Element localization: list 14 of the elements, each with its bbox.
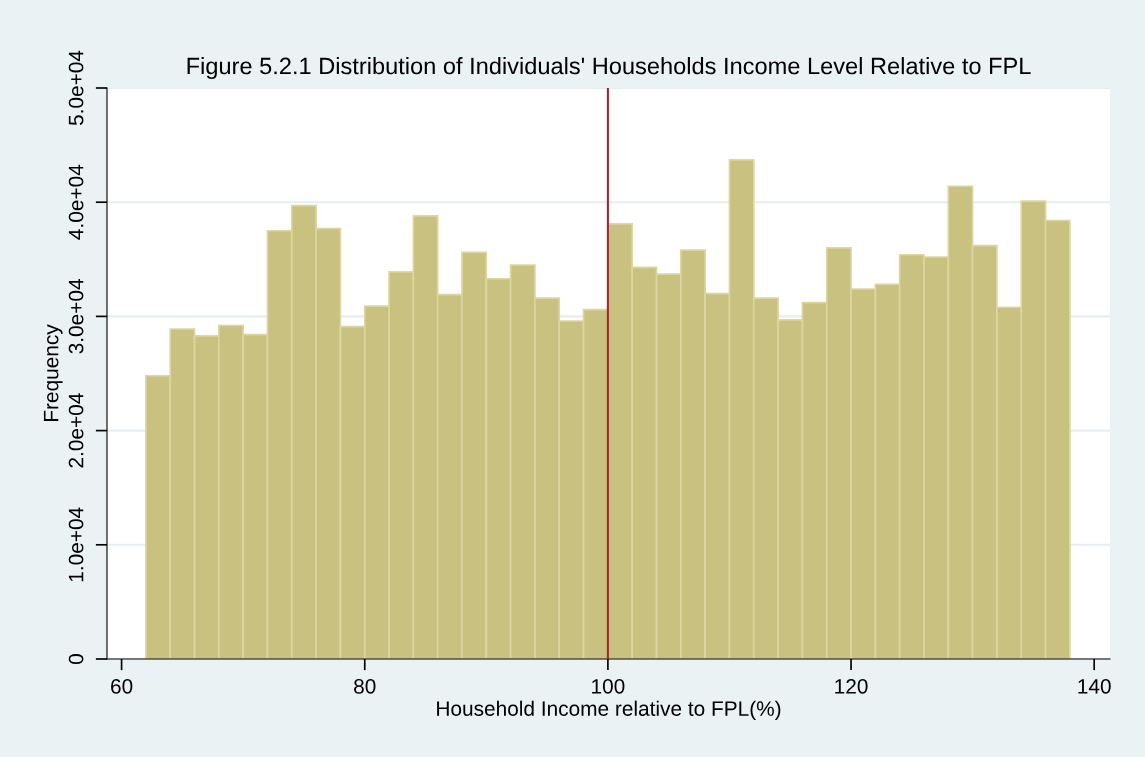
y-axis-title: Frequency (43, 324, 63, 421)
y-tick-label: 2.0e+04 (68, 393, 84, 468)
y-tick-label: 1.0e+04 (68, 507, 84, 582)
chart-title: Figure 5.2.1 Distribution of Individuals' Households Income Level Relative to FPL (187, 57, 1031, 80)
x-tick-label: 60 (111, 678, 133, 694)
y-tick-label: 4.0e+04 (68, 164, 84, 240)
x-tick-label: 120 (835, 678, 868, 694)
y-tick-label: 5.0e+04 (68, 50, 84, 126)
x-axis-title: Household Income relative to FPL(%) (437, 700, 781, 721)
y-tick-label: 0 (68, 654, 84, 664)
y-tick-label: 3.0e+04 (68, 279, 84, 354)
x-tick-label: 80 (354, 678, 376, 694)
x-tick-label: 100 (592, 678, 625, 694)
x-tick-label: 140 (1078, 678, 1111, 694)
